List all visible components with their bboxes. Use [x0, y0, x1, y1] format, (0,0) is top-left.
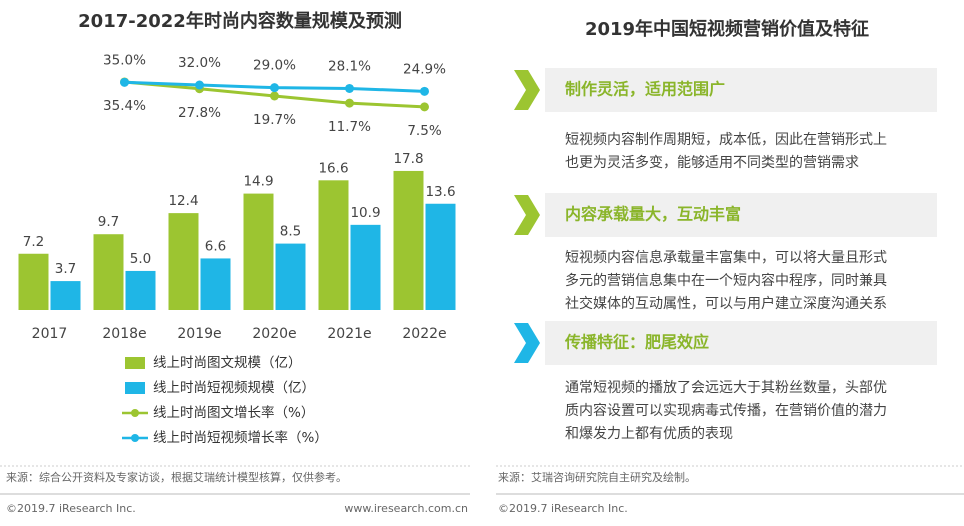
- body-text: 和爆发力上都有优质的表现: [565, 426, 733, 442]
- line-point: [345, 83, 354, 93]
- value-label: 24.9%: [403, 61, 446, 77]
- heading-box: [545, 68, 937, 112]
- legend-swatch: [125, 382, 145, 394]
- body-text: 社交媒体的互动属性，可以与用户建立深度沟通关系: [565, 295, 887, 312]
- heading-box: [545, 321, 937, 365]
- legend-label: 线上时尚图文增长率（%）: [153, 404, 314, 421]
- heading: 制作灵活，适用范围广: [565, 80, 725, 99]
- value-label: 13.6: [425, 184, 455, 200]
- body-text: 短视频内容信息承载量丰富集中，可以将大量且形式: [565, 249, 887, 266]
- x-tick-label: 2017: [32, 326, 68, 342]
- value-label: 14.9: [243, 174, 273, 190]
- panel-title: 2019年中国短视频营销价值及特征: [585, 18, 869, 40]
- legend-swatch: [131, 434, 139, 442]
- bar: [243, 193, 274, 310]
- x-tick-label: 2021e: [327, 326, 371, 342]
- value-label: 9.7: [98, 214, 119, 230]
- bar: [350, 224, 381, 310]
- line-point: [345, 98, 354, 108]
- bar: [50, 281, 81, 310]
- body-text: 也更为灵活多变，能够适用不同类型的营销需求: [565, 154, 859, 171]
- line-point: [270, 91, 279, 101]
- legend-swatch: [131, 409, 139, 417]
- value-label: 6.6: [205, 238, 226, 254]
- value-label: 12.4: [168, 193, 198, 209]
- heading-box: [545, 193, 937, 237]
- body-text: 通常短视频的播放了会远远大于其粉丝数量，头部优: [565, 380, 887, 396]
- value-label: 19.7%: [253, 112, 296, 128]
- line-point: [120, 77, 129, 87]
- bar: [425, 203, 456, 310]
- legend-swatch: [125, 357, 145, 369]
- arrow: [514, 70, 540, 110]
- value-label: 10.9: [350, 205, 380, 221]
- line-point: [270, 83, 279, 93]
- bar: [275, 243, 306, 310]
- value-label: 16.6: [318, 160, 348, 176]
- value-label: 8.5: [280, 224, 301, 240]
- body-text: 短视频内容制作周期短，成本低，因此在营销形式上: [565, 131, 887, 148]
- bar: [393, 170, 424, 310]
- footer-right: www.iresearch.com.cn: [344, 502, 468, 515]
- value-label: 11.7%: [328, 119, 371, 135]
- body-text: 质内容设置可以实现病毒式传播，在营销价值的潜力: [565, 402, 887, 419]
- chart-title: 2017-2022年时尚内容数量规模及预测: [78, 10, 402, 32]
- x-tick-label: 2020e: [252, 326, 296, 342]
- value-label: 17.8: [393, 151, 423, 167]
- x-tick-label: 2022e: [402, 326, 446, 342]
- arrow: [514, 323, 540, 363]
- footer-left: ©2019.7 iResearch Inc.: [6, 502, 136, 515]
- bar: [18, 253, 49, 310]
- value-label: 35.4%: [103, 98, 146, 114]
- bar: [200, 258, 231, 310]
- legend-label: 线上时尚短视频规模（亿）: [153, 380, 315, 396]
- value-label: 32.0%: [178, 55, 221, 71]
- value-label: 7.2: [23, 234, 44, 250]
- panel-footer: ©2019.7 iResearch Inc.: [498, 502, 628, 515]
- bar: [168, 213, 199, 310]
- body-text: 多元的营销信息集中在一个短内容中程序，同时兼具: [565, 272, 887, 289]
- source: 来源：综合公开资料及专家访谈，根据艾瑞统计模型核算，仅供参考。: [6, 470, 347, 484]
- legend-label: 线上时尚图文规模（亿）: [153, 355, 302, 371]
- line-point: [195, 80, 204, 90]
- bar: [318, 180, 349, 310]
- value-label: 5.0: [130, 251, 151, 267]
- panel-source: 来源：艾瑞咨询研究院自主研究及绘制。: [498, 470, 696, 484]
- line-point: [420, 86, 429, 96]
- bar: [125, 270, 156, 310]
- legend-label: 线上时尚短视频增长率（%）: [153, 429, 328, 446]
- arrow: [514, 195, 540, 235]
- bar: [93, 234, 124, 310]
- heading: 内容承载量大，互动丰富: [565, 205, 741, 224]
- value-label: 35.0%: [103, 52, 146, 68]
- value-label: 7.5%: [407, 123, 441, 139]
- line-point: [420, 102, 429, 112]
- value-label: 3.7: [55, 261, 76, 277]
- value-label: 29.0%: [253, 58, 296, 74]
- value-label: 27.8%: [178, 105, 221, 121]
- heading: 传播特征：肥尾效应: [564, 333, 709, 352]
- x-tick-label: 2019e: [177, 326, 221, 342]
- x-tick-label: 2018e: [102, 326, 146, 342]
- value-label: 28.1%: [328, 58, 371, 74]
